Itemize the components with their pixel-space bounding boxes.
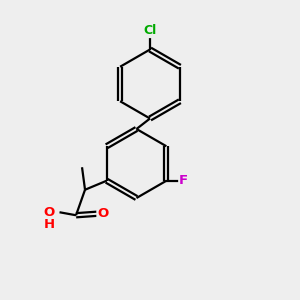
Text: Cl: Cl [143, 24, 157, 37]
Text: H: H [44, 218, 55, 231]
Text: O: O [44, 206, 55, 219]
Text: O: O [98, 207, 109, 220]
Text: F: F [179, 174, 188, 187]
